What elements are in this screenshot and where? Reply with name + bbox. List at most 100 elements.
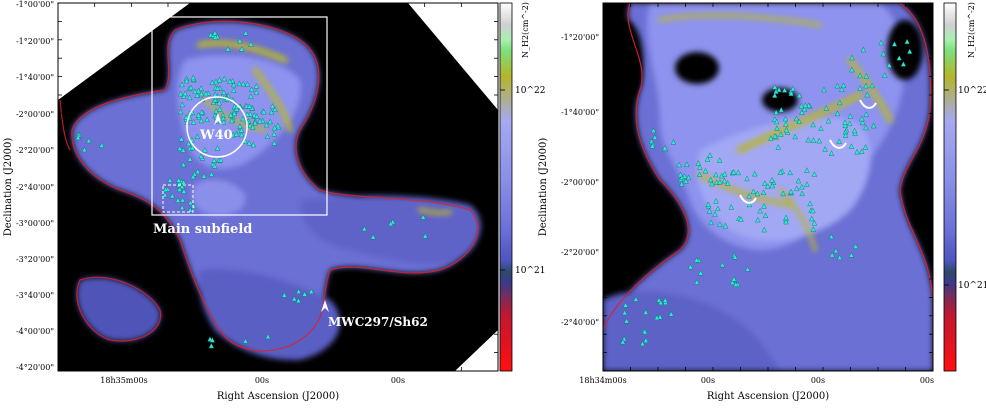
- yso-marker: [783, 218, 789, 225]
- yso-marker: [794, 185, 800, 192]
- yso-marker: [233, 131, 240, 137]
- yso-marker: [896, 54, 902, 61]
- yso-marker: [670, 139, 677, 145]
- yso-marker: [818, 125, 824, 131]
- yso-marker: [816, 137, 822, 144]
- yso-marker: [765, 183, 771, 189]
- yso-marker: [237, 37, 243, 44]
- dec-tick-label: -2°00'00": [561, 178, 599, 187]
- yso-marker: [811, 220, 818, 226]
- yso-marker: [214, 85, 221, 91]
- yso-marker: [214, 145, 221, 151]
- yso-marker: [863, 82, 869, 89]
- yso-marker: [269, 103, 276, 109]
- dec-tick-label: -3°20'00": [16, 255, 54, 264]
- yso-marker: [810, 121, 816, 128]
- yso-marker: [187, 199, 194, 206]
- yso-marker: [291, 295, 298, 302]
- yso-marker: [622, 302, 629, 308]
- yso-marker: [792, 133, 798, 140]
- yso-marker: [750, 188, 757, 195]
- yso-marker: [213, 107, 219, 114]
- left-panel: W40 Main subfield MWC297/Sh62 -1°00'00" …: [3, 0, 545, 402]
- yso-marker: [253, 83, 260, 89]
- yso-marker: [796, 92, 803, 99]
- yso-marker: [834, 82, 840, 89]
- yso-marker: [233, 106, 240, 112]
- main-subfield-box: [151, 16, 328, 216]
- yso-marker: [271, 131, 277, 137]
- yso-marker: [657, 313, 663, 320]
- yso-marker: [271, 140, 278, 146]
- yso-marker: [857, 72, 863, 79]
- yso-marker: [880, 50, 887, 57]
- yso-marker: [762, 212, 769, 218]
- yso-marker: [863, 73, 870, 79]
- yso-marker: [715, 205, 721, 212]
- yso-marker: [248, 86, 255, 93]
- yso-marker: [788, 188, 794, 195]
- yso-marker: [842, 119, 848, 125]
- yso-marker: [180, 179, 187, 185]
- yso-marker: [782, 115, 789, 122]
- yso-markers: [620, 38, 913, 347]
- yso-marker: [623, 317, 630, 324]
- yso-marker: [162, 186, 169, 192]
- yso-marker: [236, 80, 243, 87]
- yso-marker: [697, 164, 703, 170]
- yso-marker: [776, 86, 782, 93]
- yso-marker: [683, 178, 689, 184]
- yso-marker: [807, 200, 813, 207]
- y-axis-label: Declination (J2000): [538, 138, 549, 237]
- yso-marker: [216, 76, 223, 83]
- yso-marker: [221, 89, 227, 95]
- yso-marker: [798, 102, 805, 109]
- ra-tick-label: 00s: [255, 376, 269, 385]
- yso-marker: [190, 119, 197, 125]
- yso-marker: [209, 79, 215, 86]
- yso-marker: [217, 106, 223, 112]
- yso-marker: [859, 148, 865, 154]
- dec-tick-label: -4°00'00": [16, 327, 54, 336]
- yso-marker: [238, 46, 245, 52]
- yso-marker: [649, 143, 656, 149]
- yso-marker: [643, 337, 649, 343]
- yso-marker: [203, 90, 209, 97]
- yso-marker: [804, 167, 810, 173]
- yso-marker: [201, 173, 207, 179]
- ra-tick-label: 00s: [920, 376, 934, 385]
- yso-marker: [854, 148, 860, 155]
- yso-marker: [697, 269, 704, 276]
- yso-marker: [198, 153, 204, 159]
- yso-marker: [190, 173, 196, 180]
- yso-marker: [422, 232, 428, 239]
- main-subfield-label: Main subfield: [153, 222, 252, 237]
- yso-marker: [231, 81, 237, 88]
- yso-marker: [863, 124, 869, 131]
- yso-marker: [246, 103, 253, 109]
- ra-tick-label: 18h34m00s: [579, 376, 626, 385]
- yso-marker: [780, 190, 786, 197]
- yso-marker: [247, 122, 253, 128]
- yso-marker: [295, 297, 302, 304]
- yso-marker: [185, 140, 192, 147]
- yso-marker: [267, 118, 273, 125]
- w40-label: W40: [199, 128, 233, 143]
- yso-marker: [709, 180, 715, 187]
- yso-marker: [825, 117, 832, 124]
- yso-marker: [704, 156, 711, 162]
- yso-marker: [732, 254, 738, 260]
- yso-marker: [198, 109, 205, 115]
- ra-tick-label: 18h35m00s: [100, 376, 147, 385]
- yso-marker: [228, 111, 234, 118]
- yso-marker: [177, 90, 184, 97]
- yso-marker: [301, 291, 308, 297]
- yso-marker: [859, 115, 865, 122]
- yso-marker: [851, 127, 858, 134]
- yso-marker: [849, 54, 855, 61]
- source-marker-icon: [739, 194, 757, 204]
- colorbar-tick-label: 10^21: [515, 266, 545, 276]
- yso-marker: [864, 91, 870, 98]
- yso-marker: [805, 102, 812, 108]
- yso-marker: [809, 215, 815, 222]
